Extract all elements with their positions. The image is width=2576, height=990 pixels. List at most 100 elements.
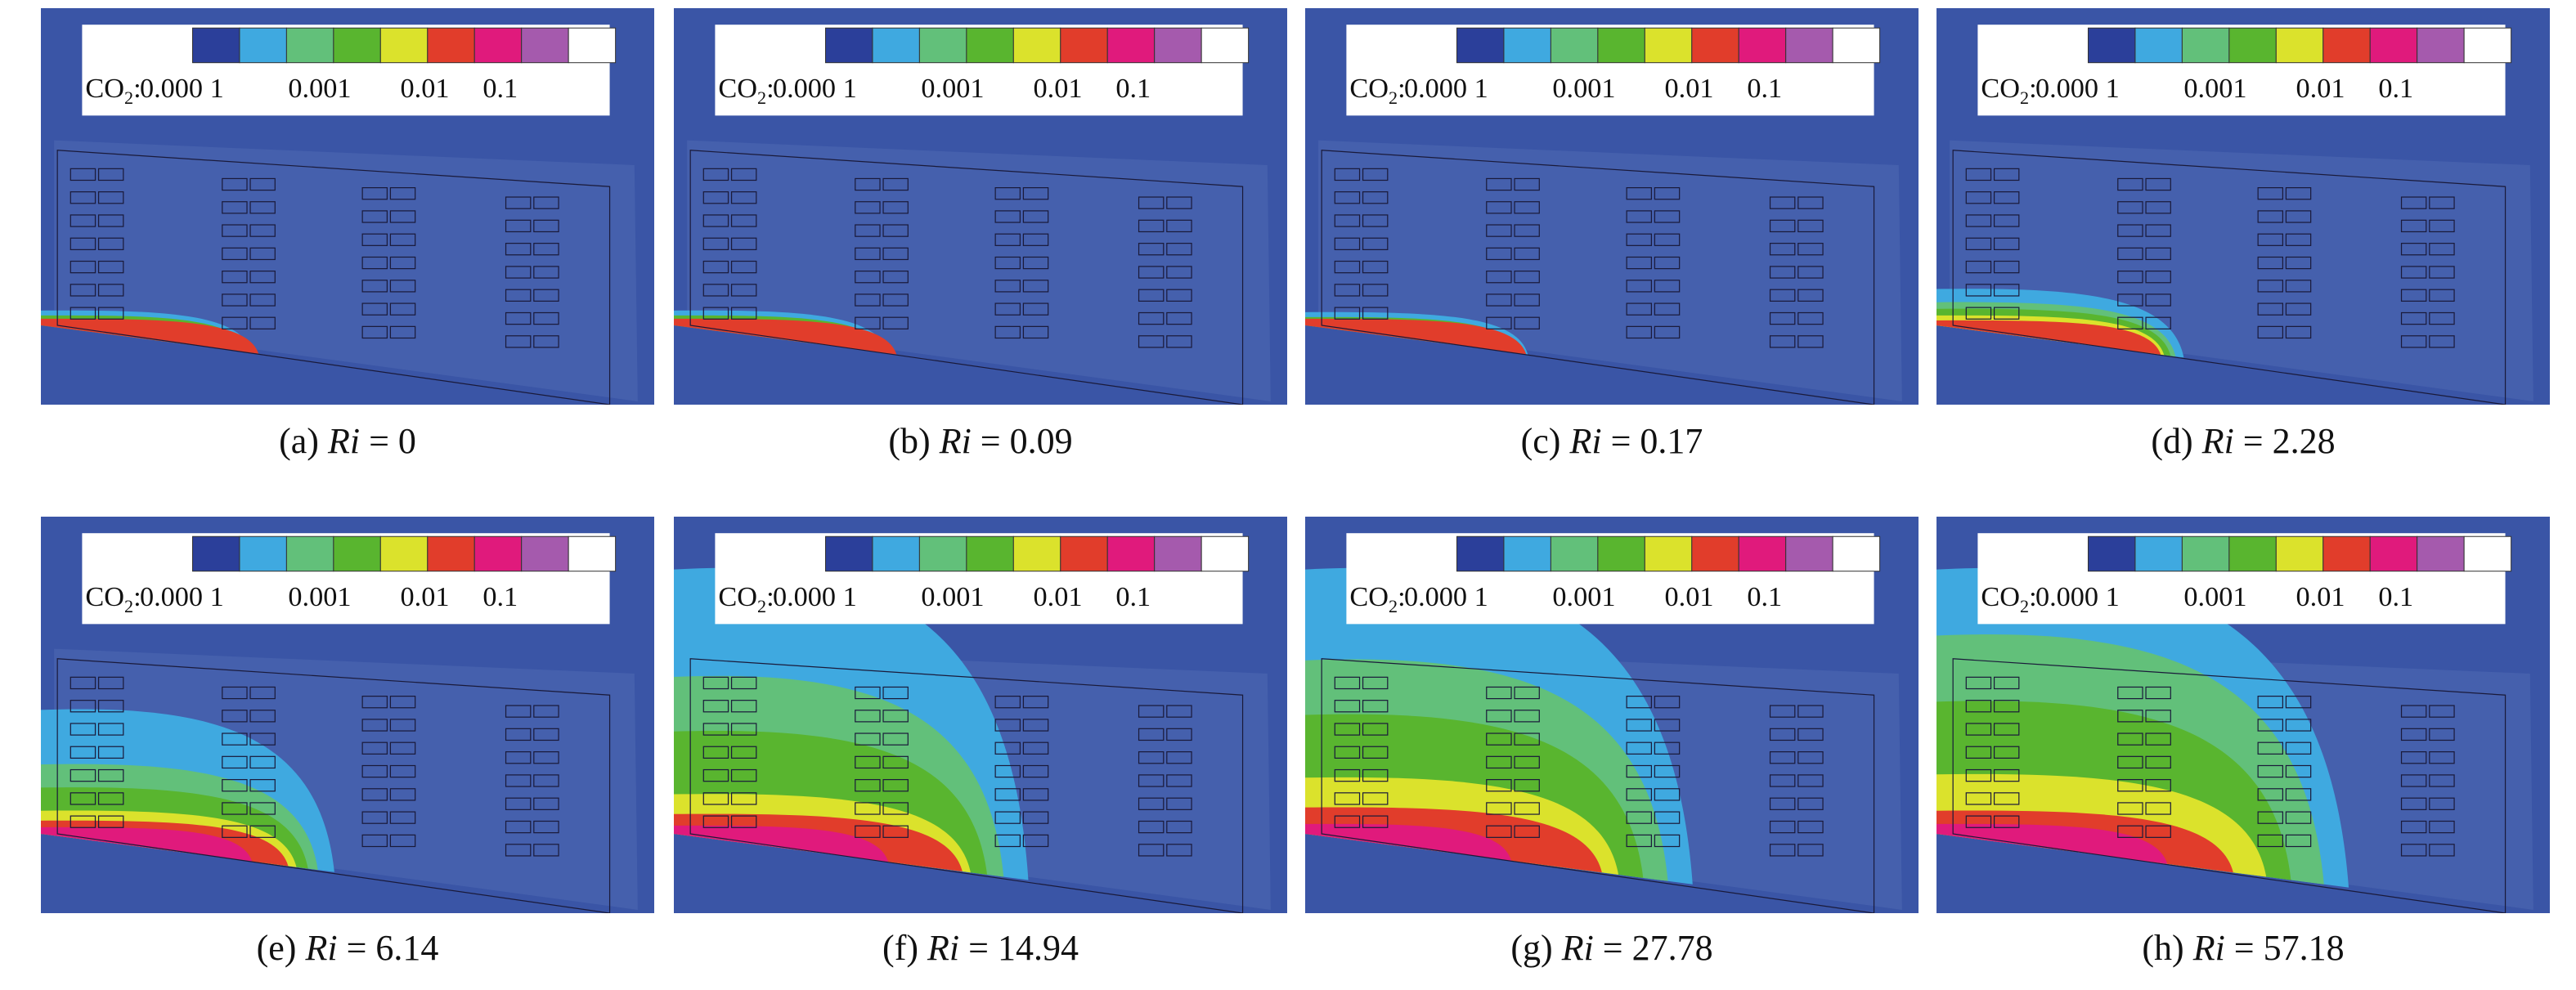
window <box>882 802 909 815</box>
window <box>70 214 96 227</box>
colorbar-cell <box>966 27 1014 64</box>
window <box>97 237 124 250</box>
caption-variable: Ri <box>2192 928 2225 968</box>
window <box>882 177 909 191</box>
window <box>730 307 757 320</box>
window <box>702 237 729 250</box>
window <box>1654 764 1681 778</box>
window <box>1138 751 1165 764</box>
window <box>2145 177 2171 191</box>
colorbar-tick-label: 0.000 1 <box>1404 73 1488 104</box>
window <box>1334 307 1361 320</box>
window <box>1166 243 1192 256</box>
window <box>1626 302 1652 316</box>
colorbar-cell <box>2087 27 2136 64</box>
legend-prefix: CO <box>718 73 757 104</box>
window <box>702 168 729 181</box>
colorbar-cell <box>2463 535 2512 572</box>
window <box>2400 266 2427 279</box>
window <box>389 719 416 732</box>
window <box>2429 751 2455 764</box>
window <box>855 247 881 261</box>
window <box>249 686 276 700</box>
window <box>505 196 532 209</box>
window <box>1654 302 1681 316</box>
colorbar-cell <box>918 27 967 64</box>
window <box>1965 284 1992 297</box>
window <box>1486 247 1512 261</box>
window <box>222 247 248 261</box>
window <box>1334 237 1361 250</box>
colorbar-cell <box>2087 535 2136 572</box>
window <box>1993 168 2020 181</box>
window <box>1993 237 2020 250</box>
window <box>505 311 532 325</box>
window <box>1514 825 1540 838</box>
window <box>1138 728 1165 741</box>
window <box>533 335 559 348</box>
window <box>2257 325 2283 339</box>
window <box>1654 741 1681 755</box>
colorbar-cell <box>285 535 334 572</box>
window <box>1514 686 1540 700</box>
window <box>70 792 96 805</box>
window <box>730 237 757 250</box>
window <box>1769 797 1796 810</box>
window <box>702 746 729 759</box>
window <box>1769 289 1796 302</box>
colorbar-tick-label: 0.1 <box>2378 581 2413 612</box>
window <box>1993 815 2020 828</box>
simulation-panel: CO2:0.000 1 0.001 0.01 0.1 <box>674 8 1287 405</box>
window <box>1965 260 1992 274</box>
colorbar-cell <box>1550 27 1599 64</box>
simulation-panel: CO2:0.000 1 0.001 0.01 0.1 <box>1305 517 1919 913</box>
colorbar-cell <box>333 535 381 572</box>
legend-colon: : <box>766 73 774 104</box>
window <box>2429 289 2455 302</box>
colorbar-cell <box>966 535 1014 572</box>
window <box>994 696 1021 709</box>
colorbar-cell <box>1550 535 1599 572</box>
window <box>2285 256 2312 270</box>
window <box>1486 732 1512 746</box>
window <box>2429 728 2455 741</box>
window <box>505 243 532 256</box>
window <box>2117 293 2143 307</box>
colorbar-tick-label: 0.001 <box>1552 581 1615 612</box>
window <box>2117 732 2143 746</box>
window <box>855 201 881 214</box>
window <box>222 802 248 815</box>
window <box>389 834 416 848</box>
window <box>533 289 559 302</box>
window <box>1965 168 1992 181</box>
window <box>1138 266 1165 279</box>
simulation-panel: CO2:0.000 1 0.001 0.01 0.1 <box>41 517 654 913</box>
simulation-panel: CO2:0.000 1 0.001 0.01 0.1 <box>1936 517 2550 913</box>
window <box>1022 788 1049 801</box>
legend-colon: : <box>133 73 141 104</box>
window <box>855 177 881 191</box>
caption-value: = 57.18 <box>2233 928 2345 968</box>
window <box>882 271 909 284</box>
colorbar-cell <box>2322 535 2371 572</box>
colorbar-cell <box>918 535 967 572</box>
window <box>1362 260 1389 274</box>
window <box>249 271 276 284</box>
window <box>2400 219 2427 233</box>
window <box>730 700 757 713</box>
window <box>1138 820 1165 834</box>
window <box>2285 280 2312 293</box>
window <box>97 168 124 181</box>
plume <box>674 825 889 862</box>
window <box>2400 196 2427 209</box>
colorbar-cell <box>285 27 334 64</box>
legend-colon: : <box>766 581 774 612</box>
plume <box>41 826 253 862</box>
legend-label: CO2: <box>718 73 774 108</box>
window <box>2145 802 2171 815</box>
window <box>249 224 276 237</box>
window <box>1138 774 1165 787</box>
colorbar-cell <box>1503 535 1551 572</box>
window <box>1993 768 2020 782</box>
